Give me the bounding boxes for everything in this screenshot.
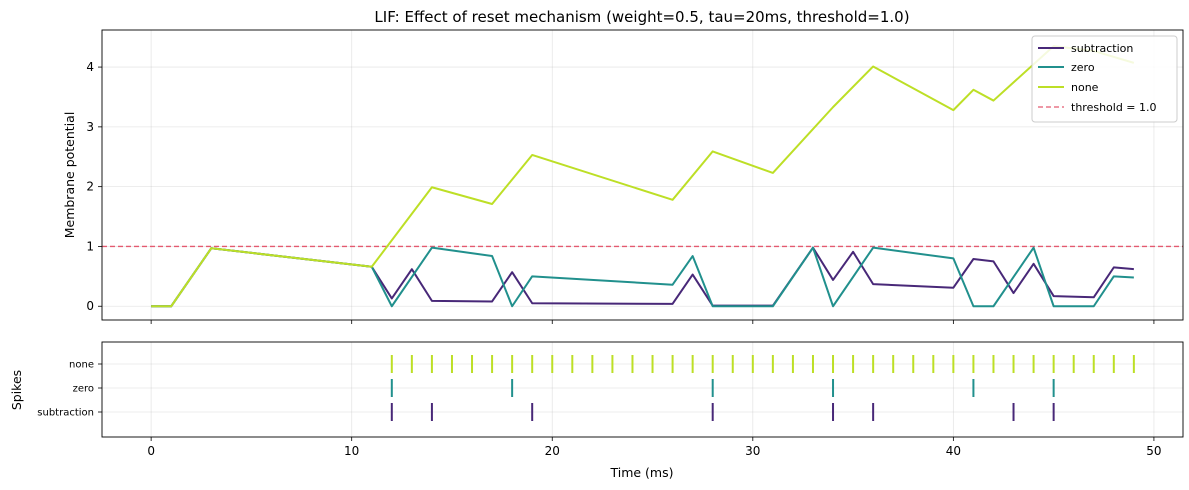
y-axis-label: Membrane potential [62,112,77,239]
spike-raster [390,355,1135,421]
legend-label-threshold: threshold = 1.0 [1071,101,1157,114]
series-line-zero [151,246,1134,308]
bottom-plot-area [102,342,1183,437]
top-ytick-label: 2 [86,180,94,194]
bottom-xtick-label: 0 [147,444,155,458]
top-series-lines [151,45,1135,308]
bottom-xtick-label: 10 [344,444,359,458]
bottom-xtick-label: 40 [946,444,961,458]
series-line-none [151,45,1135,308]
membrane-potential-panel: 0 1 2 3 4 LIF: Effect of reset mechanism (we… [62,8,1184,324]
top-ytick-label: 0 [86,299,94,313]
spikes-panel: 0 10 20 30 40 50 subtraction zero none Spikes Ti… [9,341,1184,480]
top-plot-area [102,30,1183,320]
chart-title: LIF: Effect of reset mechanism (weight=0… [374,8,909,26]
spike-row-label-none: none [69,360,94,371]
top-ticks: 0 1 2 3 4 [86,60,1155,324]
spike-row-label-zero: zero [73,384,94,395]
top-axes-frame [101,29,1184,321]
top-ytick-label: 1 [86,239,94,253]
bottom-xtick-label: 20 [545,444,560,458]
top-ytick-label: 4 [86,60,94,74]
legend-label-none: none [1071,81,1099,94]
bottom-axes-frame [101,341,1184,438]
spikes-y-label: Spikes [9,370,24,410]
bottom-ticks: 0 10 20 30 40 50 subtraction zero none [37,360,1161,459]
spike-row-label-subtraction: subtraction [37,408,94,419]
bottom-xtick-label: 30 [745,444,760,458]
top-ytick-label: 3 [86,120,94,134]
legend-box [1031,35,1178,123]
bottom-xtick-label: 50 [1146,444,1161,458]
legend-label-zero: zero [1071,61,1095,74]
x-axis-label: Time (ms) [609,465,673,480]
legend: subtraction zero none threshold = 1.0 [1031,35,1178,123]
legend-label-subtraction: subtraction [1071,42,1133,55]
